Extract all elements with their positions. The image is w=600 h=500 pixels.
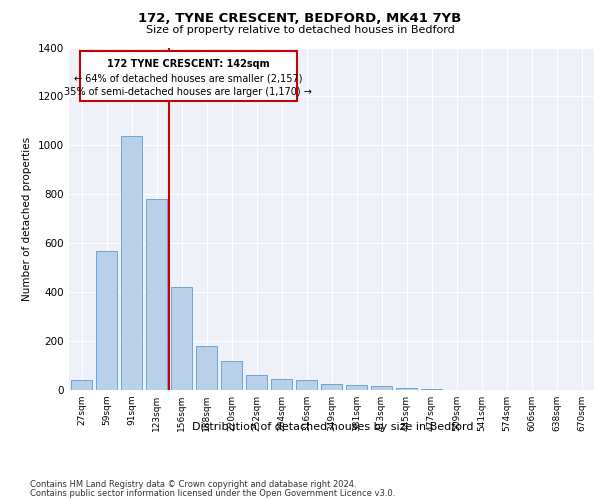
Bar xyxy=(271,379,292,390)
Text: 172, TYNE CRESCENT, BEDFORD, MK41 7YB: 172, TYNE CRESCENT, BEDFORD, MK41 7YB xyxy=(139,12,461,26)
Text: ← 64% of detached houses are smaller (2,157): ← 64% of detached houses are smaller (2,… xyxy=(74,73,302,83)
Bar xyxy=(71,380,92,390)
Text: Contains HM Land Registry data © Crown copyright and database right 2024.: Contains HM Land Registry data © Crown c… xyxy=(30,480,356,489)
Text: 172 TYNE CRESCENT: 142sqm: 172 TYNE CRESCENT: 142sqm xyxy=(107,60,270,70)
Bar xyxy=(96,250,117,390)
Bar xyxy=(221,360,242,390)
Text: 35% of semi-detached houses are larger (1,170) →: 35% of semi-detached houses are larger (… xyxy=(65,87,313,97)
Y-axis label: Number of detached properties: Number of detached properties xyxy=(22,136,32,301)
FancyBboxPatch shape xyxy=(79,51,298,100)
Bar xyxy=(146,199,167,390)
Bar xyxy=(246,376,267,390)
Bar xyxy=(396,388,417,390)
Bar xyxy=(296,380,317,390)
Bar xyxy=(171,287,192,390)
Text: Size of property relative to detached houses in Bedford: Size of property relative to detached ho… xyxy=(146,25,454,35)
Text: Distribution of detached houses by size in Bedford: Distribution of detached houses by size … xyxy=(192,422,474,432)
Text: Contains public sector information licensed under the Open Government Licence v3: Contains public sector information licen… xyxy=(30,488,395,498)
Bar xyxy=(121,136,142,390)
Bar xyxy=(371,386,392,390)
Bar xyxy=(346,385,367,390)
Bar xyxy=(321,384,342,390)
Bar xyxy=(196,346,217,390)
Bar xyxy=(421,389,442,390)
